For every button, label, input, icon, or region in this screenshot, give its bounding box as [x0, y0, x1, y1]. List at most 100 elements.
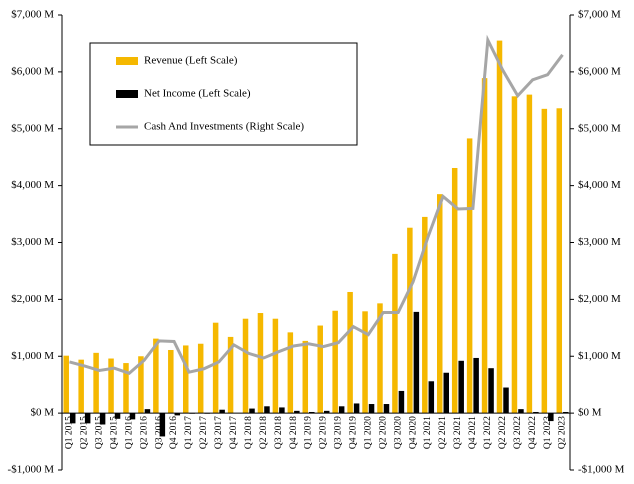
bar — [309, 411, 315, 414]
x-tick-label: Q2 2022 — [498, 416, 508, 449]
bar — [353, 403, 360, 414]
x-tick-label: Q4 2018 — [289, 416, 299, 449]
y2-tick-label: $5,000 M — [578, 122, 621, 134]
y-tick-label: $1,000 M — [11, 350, 54, 362]
bar — [317, 325, 323, 414]
x-tick-label: Q4 2017 — [229, 416, 239, 449]
bar — [443, 372, 449, 414]
bar — [383, 404, 390, 414]
x-tick-label: Q4 2015 — [109, 416, 119, 449]
y2-tick-label: $0 M — [578, 407, 602, 419]
bar — [114, 413, 121, 419]
x-tick-label: Q3 2021 — [453, 416, 463, 449]
bar — [138, 356, 144, 414]
x-tick-label: Q2 2019 — [319, 416, 329, 449]
x-tick-label: Q4 2016 — [169, 416, 179, 449]
bar — [533, 411, 539, 414]
x-tick-label: Q4 2022 — [528, 416, 538, 449]
bar — [279, 407, 285, 414]
bar — [398, 390, 405, 414]
x-tick-label: Q1 2018 — [244, 416, 254, 449]
x-tick-label: Q3 2018 — [274, 416, 284, 449]
x-tick-label: Q1 2015 — [65, 416, 75, 449]
y-tick-label: $0 M — [30, 407, 54, 419]
bar — [563, 411, 569, 414]
bar — [548, 413, 554, 422]
bar — [451, 167, 458, 414]
bar — [481, 78, 488, 414]
legend-label: Revenue (Left Scale) — [144, 55, 238, 67]
bar — [294, 410, 300, 414]
y-tick-label: $6,000 M — [11, 65, 54, 77]
bar — [84, 413, 91, 424]
bar — [392, 253, 398, 414]
x-tick-label: Q1 2021 — [423, 416, 433, 449]
x-tick-label: Q2 2017 — [199, 416, 209, 449]
x-tick-label: Q3 2017 — [214, 416, 224, 449]
bar — [242, 318, 249, 414]
bar — [362, 311, 368, 414]
x-tick-label: Q4 2021 — [468, 416, 478, 449]
x-tick-label: Q2 2018 — [259, 416, 269, 449]
legend-swatch — [116, 57, 138, 65]
bar — [407, 227, 413, 414]
legend-swatch — [116, 90, 138, 98]
bar — [302, 340, 309, 414]
bar — [473, 357, 479, 414]
bar — [63, 355, 69, 414]
legend-label: Net Income (Left Scale) — [144, 88, 251, 100]
y2-tick-label: $3,000 M — [578, 236, 621, 248]
bar — [93, 352, 99, 414]
line — [69, 34, 564, 376]
x-tick-label: Q4 2020 — [408, 416, 418, 449]
bar — [413, 311, 420, 414]
x-tick-label: Q3 2020 — [393, 416, 403, 449]
bar — [488, 368, 494, 414]
bar — [332, 310, 338, 414]
bar — [168, 349, 174, 414]
x-tick-label: Q2 2023 — [558, 416, 568, 449]
bar — [272, 318, 279, 414]
bar — [264, 406, 270, 414]
bar — [503, 387, 509, 414]
y-tick-label: -$1,000 M — [8, 464, 55, 476]
bar — [422, 216, 428, 414]
y-tick-label: $5,000 M — [11, 122, 54, 134]
bar — [437, 194, 443, 414]
bar — [99, 413, 106, 425]
bar — [153, 338, 159, 414]
bar — [197, 343, 204, 414]
bar — [257, 313, 264, 414]
y2-tick-label: $4,000 M — [578, 179, 621, 191]
bar — [219, 409, 225, 414]
bar — [338, 406, 345, 414]
bar — [368, 404, 375, 414]
bar — [144, 409, 151, 414]
bar — [496, 40, 503, 414]
x-tick-label: Q3 2015 — [95, 416, 105, 449]
x-tick-label: Q2 2020 — [378, 416, 388, 449]
x-tick-label: Q4 2019 — [349, 416, 359, 449]
x-tick-label: Q1 2020 — [363, 416, 373, 449]
bar — [458, 360, 464, 414]
x-tick-label: Q1 2022 — [483, 416, 493, 449]
y2-tick-label: $6,000 M — [578, 65, 621, 77]
bar — [174, 413, 181, 416]
bar — [377, 303, 383, 414]
bar — [249, 408, 255, 414]
bar — [466, 138, 473, 414]
x-tick-label: Q3 2019 — [334, 416, 344, 449]
x-tick-label: Q2 2016 — [139, 416, 149, 449]
bar — [227, 336, 234, 414]
y2-tick-label: $1,000 M — [578, 350, 621, 362]
y-tick-label: $7,000 M — [11, 9, 54, 21]
y2-tick-label: $7,000 M — [578, 9, 621, 21]
x-tick-label: Q1 2017 — [184, 416, 194, 449]
y2-tick-label: -$1,000 M — [578, 464, 625, 476]
x-tick-label: Q1 2019 — [304, 416, 314, 449]
x-tick-label: Q1 2023 — [543, 416, 553, 449]
bar — [129, 413, 136, 420]
y-tick-label: $2,000 M — [11, 293, 54, 305]
